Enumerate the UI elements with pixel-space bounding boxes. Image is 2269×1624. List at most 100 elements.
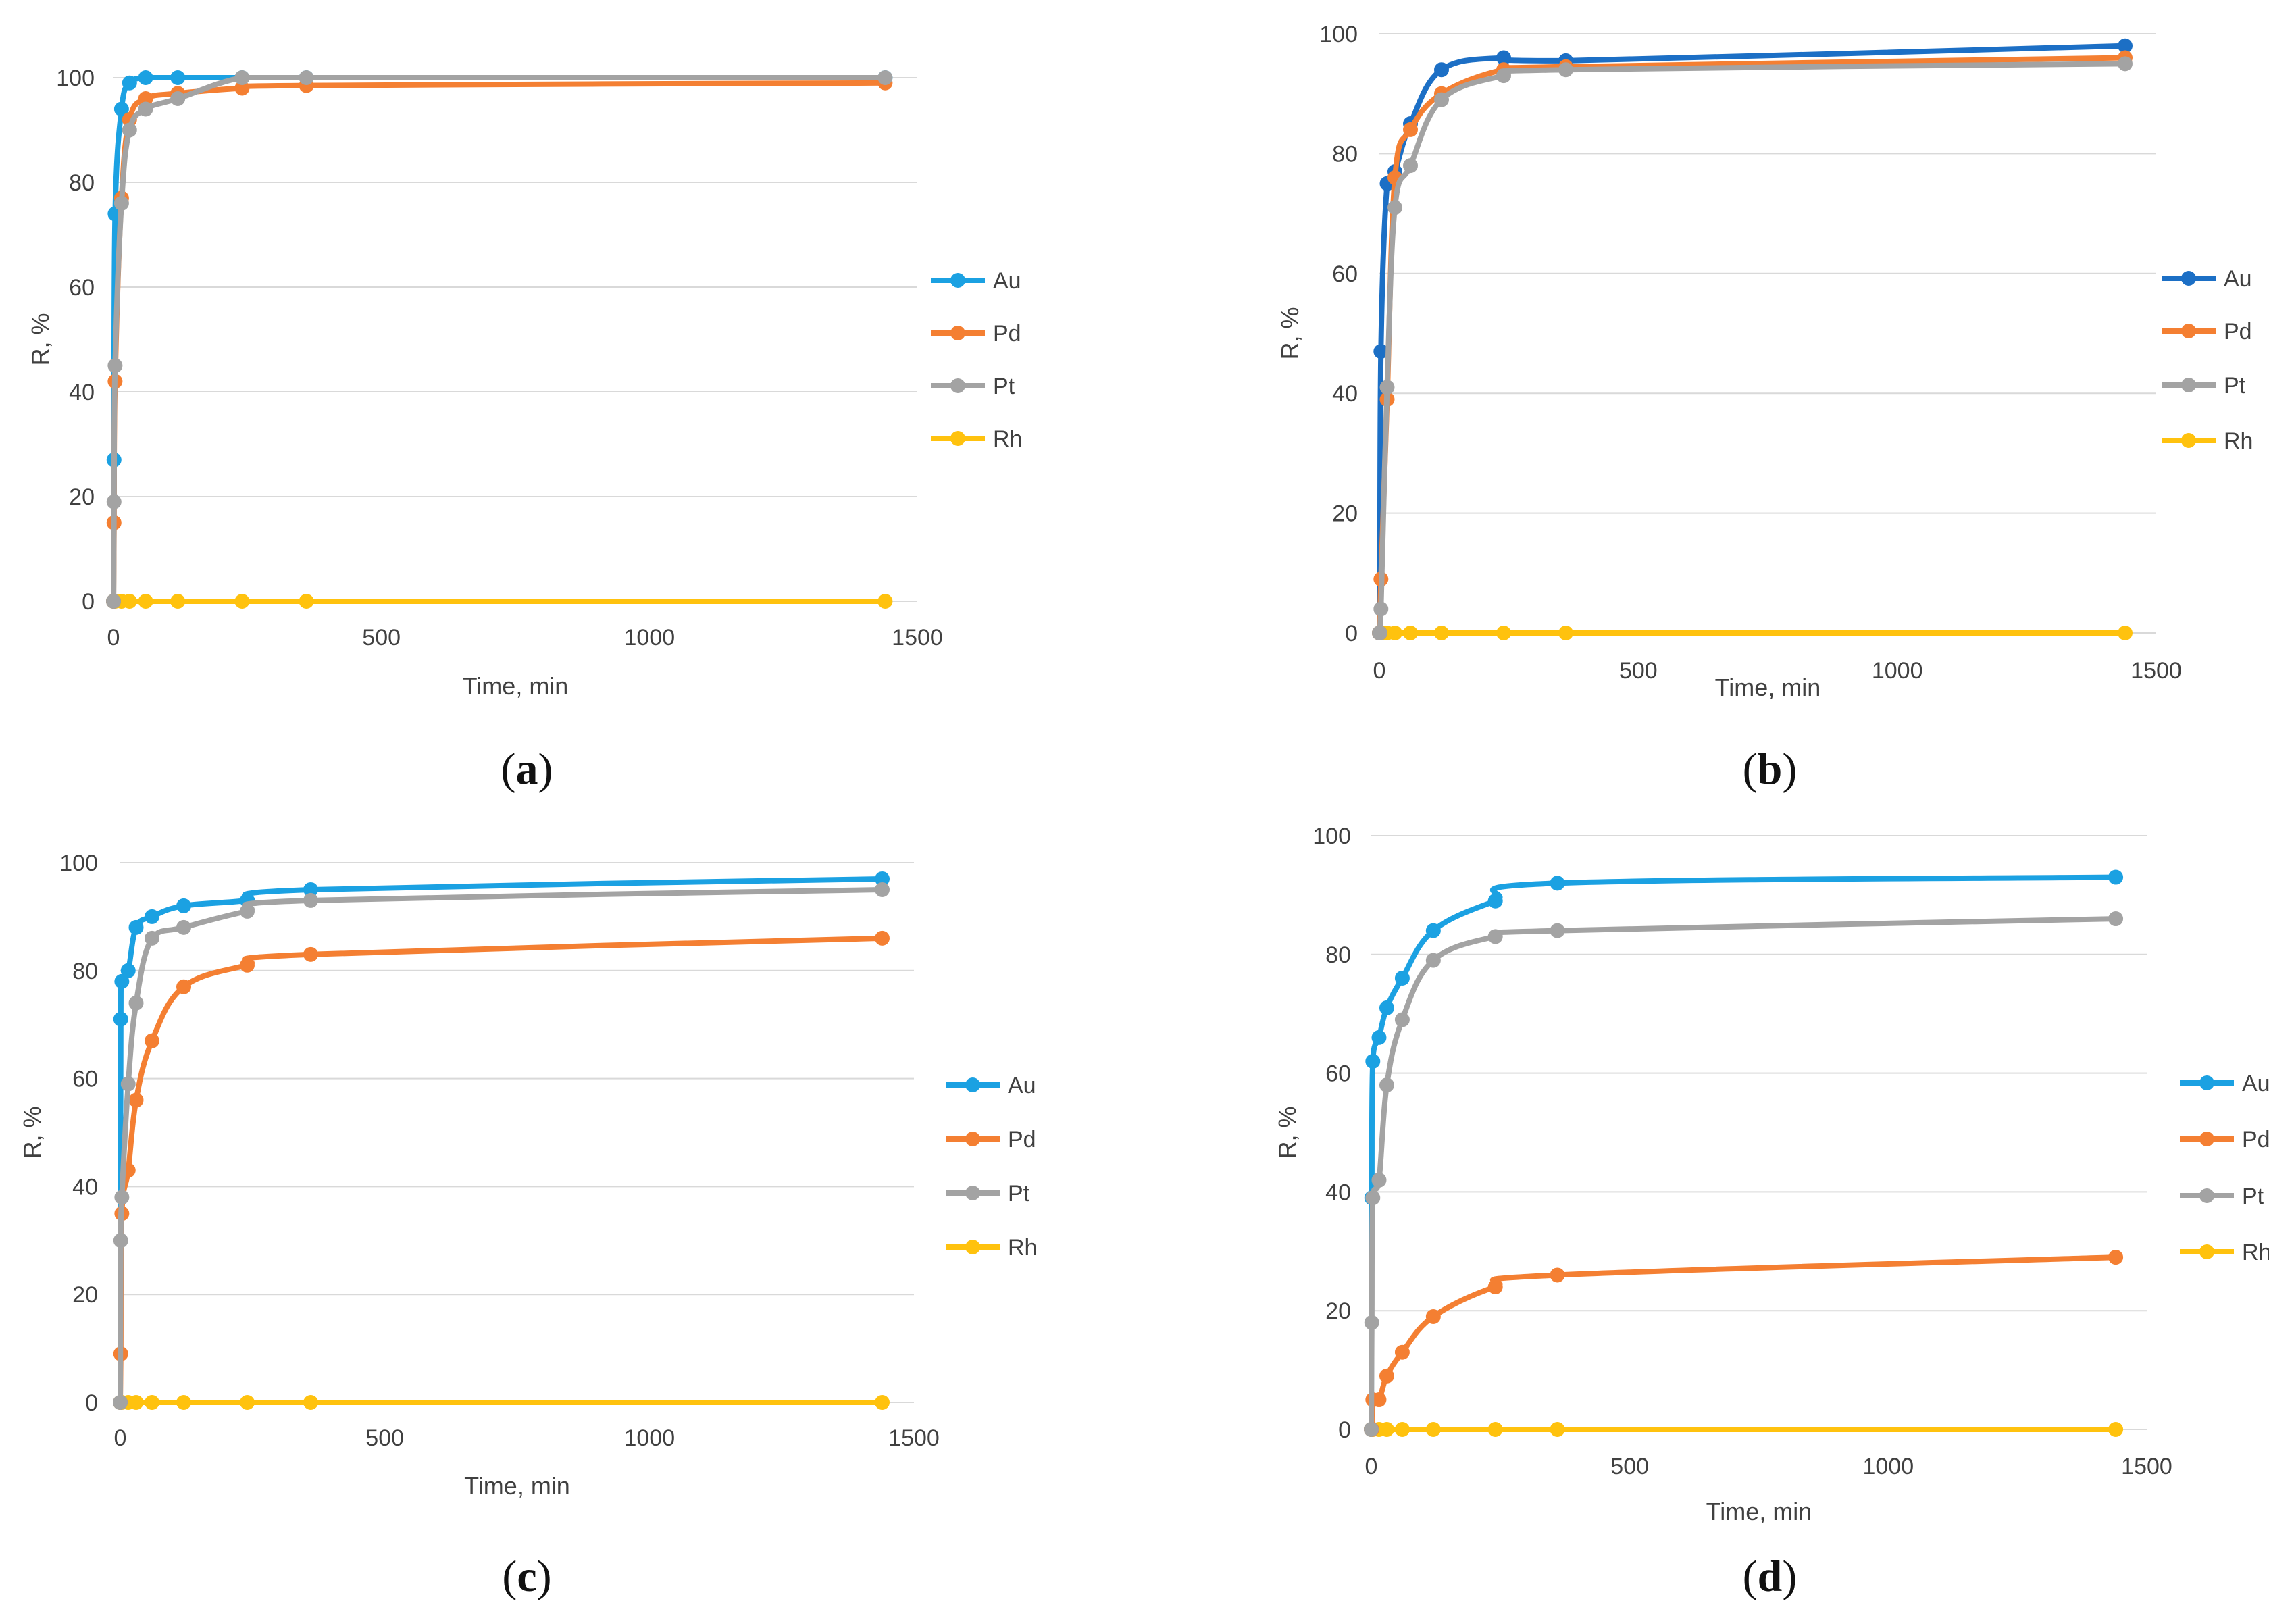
legend-swatch-marker (2199, 1188, 2214, 1203)
data-point (1379, 1000, 1394, 1015)
data-point (176, 919, 191, 935)
data-point (1364, 1315, 1379, 1330)
legend-entry-rh: Rh (2162, 428, 2253, 454)
data-point (299, 70, 314, 85)
series-line-pd (118, 935, 885, 1405)
legend-label: Rh (1008, 1235, 1037, 1261)
legend-entry-pt: Pt (946, 1181, 1030, 1207)
data-point (128, 995, 144, 1011)
panel-label: (d) (1743, 1552, 1798, 1601)
panel-label: (a) (501, 744, 553, 794)
legend-swatch-marker (965, 1077, 980, 1092)
legend-entry-pt: Pt (931, 374, 1015, 399)
data-point (240, 1395, 255, 1410)
series-line-au (1377, 43, 2128, 636)
legend-swatch-marker (950, 431, 965, 446)
legend-swatch-marker (950, 378, 965, 393)
panel-label-letter: c (517, 1552, 536, 1601)
series-pd (1372, 50, 2133, 640)
data-point (113, 196, 129, 211)
data-point (234, 594, 250, 609)
series-pd (106, 75, 893, 609)
legend-label: Pd (2224, 319, 2252, 345)
x-tick-label: 0 (1365, 1454, 1378, 1479)
data-point (1434, 92, 1449, 107)
series-pt (113, 882, 890, 1410)
data-point (2108, 911, 2124, 927)
legend-label: Pd (2242, 1127, 2269, 1152)
data-point (1379, 1368, 1394, 1384)
y-axis-title: R, % (18, 1106, 46, 1159)
panel-label-paren: ( (502, 1552, 517, 1601)
series-line-au (1369, 874, 2119, 1432)
data-point (1550, 876, 1565, 891)
y-tick-label: 60 (1332, 261, 1358, 287)
data-point (1550, 923, 1565, 938)
legend-label: Pt (1008, 1181, 1030, 1207)
data-point (875, 871, 890, 886)
y-tick-label: 20 (69, 484, 95, 510)
legend-swatch-marker (2181, 271, 2196, 286)
panel-label-paren: ) (538, 744, 553, 794)
y-tick-label: 80 (1332, 141, 1358, 167)
y-tick-label: 60 (69, 275, 95, 301)
data-point (1425, 1422, 1441, 1437)
panel-label-paren: ) (1782, 744, 1797, 794)
legend-label: Au (2224, 266, 2252, 292)
legend-entry-pt: Pt (2162, 373, 2246, 399)
x-axis-title: Time, min (464, 1472, 570, 1500)
x-tick-label: 0 (114, 1425, 127, 1451)
data-point (1487, 893, 1503, 909)
legend-entry-pd: Pd (2180, 1127, 2269, 1152)
data-point (1558, 62, 1573, 78)
panel-label-paren: ) (1782, 1552, 1797, 1601)
data-point (240, 903, 255, 919)
legend-entry-pt: Pt (2180, 1184, 2264, 1209)
data-point (113, 101, 129, 117)
data-point (2108, 869, 2124, 885)
legend-swatch-marker (965, 1186, 980, 1200)
y-axis-title: R, % (1273, 1106, 1301, 1159)
legend-label: Pd (993, 321, 1021, 347)
data-point (1371, 1172, 1387, 1188)
x-tick-label: 1000 (1872, 658, 1923, 684)
data-point (1487, 1279, 1503, 1295)
panel-label: (c) (502, 1552, 551, 1601)
x-tick-label: 500 (362, 625, 401, 651)
legend-entry-au: Au (2162, 266, 2252, 292)
series-line-pd (1369, 1254, 2119, 1432)
data-point (1487, 929, 1503, 944)
data-point (1403, 626, 1418, 640)
series-pd (113, 930, 890, 1410)
data-point (1403, 158, 1418, 174)
data-point (113, 1395, 128, 1410)
data-point (1403, 122, 1418, 137)
data-point (145, 1395, 159, 1410)
y-tick-label: 80 (72, 959, 98, 984)
data-point (2108, 1250, 2124, 1265)
data-point (170, 594, 186, 609)
x-tick-label: 500 (365, 1425, 404, 1451)
data-point (299, 594, 314, 609)
x-axis-title: Time, min (463, 672, 569, 700)
data-point (128, 919, 144, 935)
data-point (1371, 1392, 1387, 1408)
data-point (2118, 38, 2133, 53)
data-point (122, 594, 137, 609)
data-point (1425, 1309, 1441, 1324)
x-tick-label: 1000 (624, 1425, 675, 1451)
data-point (1371, 1030, 1387, 1045)
data-point (2118, 626, 2133, 640)
data-point (145, 1033, 159, 1048)
legend-swatch-marker (2181, 433, 2196, 448)
data-point (1394, 1422, 1410, 1437)
data-point (138, 101, 153, 117)
data-point (234, 80, 250, 96)
panel-label-letter: a (516, 744, 538, 794)
data-point (1379, 1422, 1394, 1437)
legend-label: Pt (2224, 373, 2246, 399)
data-point (303, 946, 318, 962)
